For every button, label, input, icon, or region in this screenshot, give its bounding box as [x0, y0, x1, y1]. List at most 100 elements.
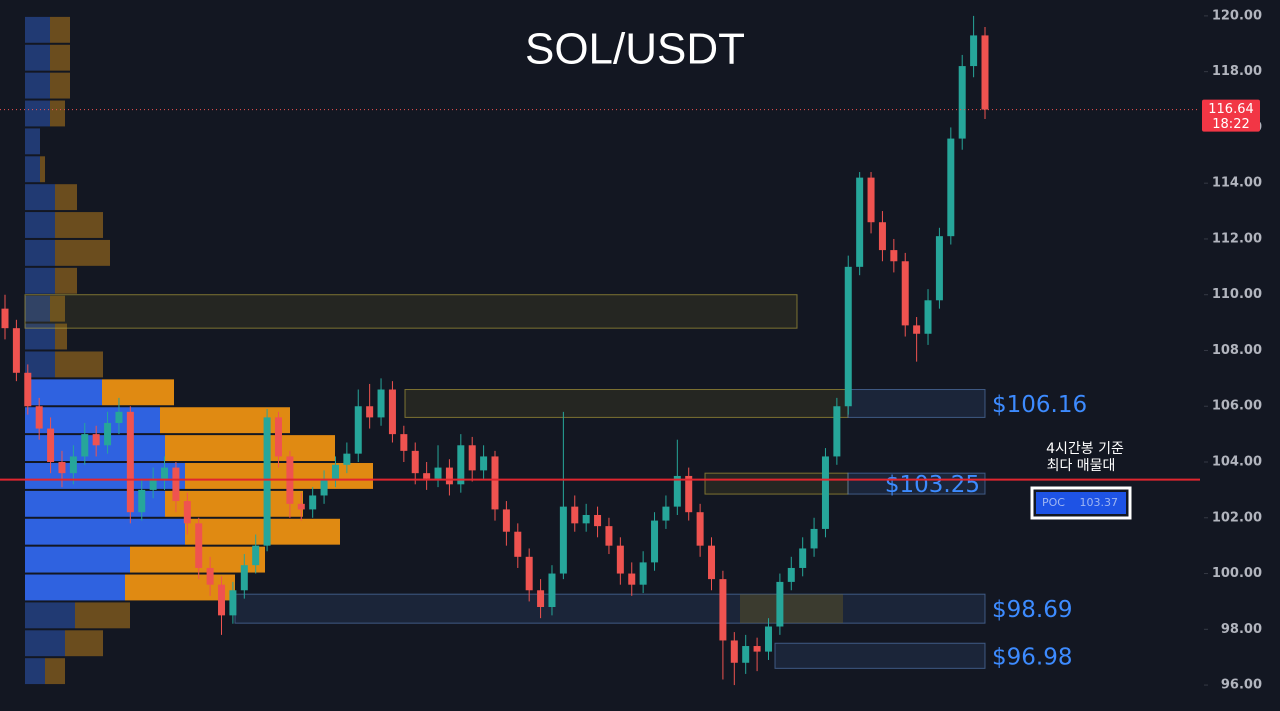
profile-buy — [25, 184, 55, 211]
candle-body — [161, 467, 169, 479]
zones — [24, 294, 986, 669]
profile-buy — [25, 212, 55, 238]
candle-body — [411, 450, 419, 474]
price-tag-countdown: 18:22 — [1212, 117, 1249, 132]
candle-body — [742, 646, 750, 663]
y-tick-label: 102.00 — [1212, 510, 1262, 525]
poc-label: POC — [1042, 496, 1065, 509]
profile-buy — [25, 128, 40, 155]
profile-sell — [50, 100, 65, 127]
profile-sell — [50, 295, 65, 322]
candle-body — [423, 473, 431, 479]
candle-body — [844, 266, 852, 407]
profile-buy — [25, 658, 45, 685]
candle-body — [297, 503, 305, 510]
candle-body — [92, 434, 100, 446]
price-tag — [1202, 99, 1260, 132]
candle-body — [81, 434, 89, 457]
profile-buy — [25, 379, 102, 406]
profile-buy — [25, 267, 55, 294]
candle-body — [58, 462, 66, 474]
candle-body — [434, 467, 442, 479]
candle-body — [924, 300, 932, 334]
profile-sell — [185, 463, 373, 489]
zone-blue — [774, 642, 986, 669]
profile-buy — [25, 407, 160, 434]
y-tick-label: 120.00 — [1212, 8, 1262, 23]
candle-body — [685, 475, 693, 513]
candle-body — [878, 222, 886, 251]
candle-body — [480, 456, 488, 471]
zone-label: $96.98 — [992, 644, 1072, 670]
overlay: 96.00 98.00 100.00 102.00 104.00 106.00 108.00… — [0, 8, 1262, 693]
candle-body — [491, 456, 499, 510]
candle-body — [867, 177, 875, 223]
candle-body — [958, 66, 966, 139]
candle-body — [12, 328, 20, 373]
candle-body — [172, 467, 180, 502]
candle-body — [525, 556, 533, 591]
profile-sell — [165, 435, 335, 462]
profile-sell — [65, 630, 103, 657]
candle-body — [708, 545, 716, 580]
zone-overlap — [740, 594, 843, 624]
candle-body — [628, 573, 636, 585]
y-tick-label: 110.00 — [1212, 287, 1262, 302]
candle-body — [913, 325, 921, 334]
zone-blue — [847, 389, 986, 418]
candle-body — [457, 445, 465, 485]
y-tick-label: 112.00 — [1212, 231, 1262, 246]
profile-sell — [55, 351, 103, 378]
candle-body — [468, 445, 476, 471]
candle-body — [753, 646, 761, 652]
candle-body — [388, 389, 396, 435]
profile-sell — [55, 184, 77, 211]
candle-body — [502, 509, 510, 532]
zone-yellow — [404, 389, 849, 418]
zone-blue — [847, 472, 986, 495]
candle-body — [696, 512, 704, 546]
profile-sell — [50, 44, 70, 71]
profile-buy — [25, 546, 130, 573]
profile-buy — [25, 518, 185, 545]
candle-body — [582, 514, 590, 524]
profile-buy — [25, 156, 40, 183]
profile-sell — [40, 156, 45, 183]
y-tick-label: 108.00 — [1212, 343, 1262, 358]
candle-body — [331, 464, 339, 479]
candle-body — [970, 35, 978, 67]
candles — [1, 15, 989, 686]
profile-sell — [185, 518, 340, 545]
candle-body — [764, 626, 772, 652]
candle-body — [69, 456, 77, 474]
y-tick-label: 114.00 — [1212, 176, 1262, 191]
candle-body — [183, 501, 191, 524]
candle-body — [605, 526, 613, 546]
candle-body — [252, 545, 260, 566]
candle-body — [594, 514, 602, 527]
poc-frame — [1030, 486, 1132, 520]
profile-sell — [55, 323, 67, 350]
candle-body — [240, 565, 248, 591]
candle-body — [730, 640, 738, 663]
y-tick-label: 96.00 — [1221, 678, 1262, 693]
candle-body — [651, 520, 659, 563]
poc-value: 103.37 — [1080, 496, 1119, 509]
candle-body — [206, 567, 214, 585]
annotation: 최다 매물대 — [1047, 458, 1116, 474]
candle-body — [571, 506, 579, 524]
candle-body — [856, 177, 864, 267]
zone-yellow — [24, 294, 798, 329]
candle-body — [366, 406, 374, 418]
y-tick-label: 106.00 — [1212, 399, 1262, 414]
profile-buy — [25, 100, 50, 127]
candle-body — [981, 35, 989, 110]
candle-body — [445, 467, 453, 485]
price-tag-value: 116.64 — [1208, 102, 1254, 117]
candle-body — [47, 428, 55, 463]
candle-body — [776, 581, 784, 627]
candle-body — [799, 548, 807, 568]
candle-body — [810, 528, 818, 549]
y-tick-label: 98.00 — [1221, 622, 1262, 637]
